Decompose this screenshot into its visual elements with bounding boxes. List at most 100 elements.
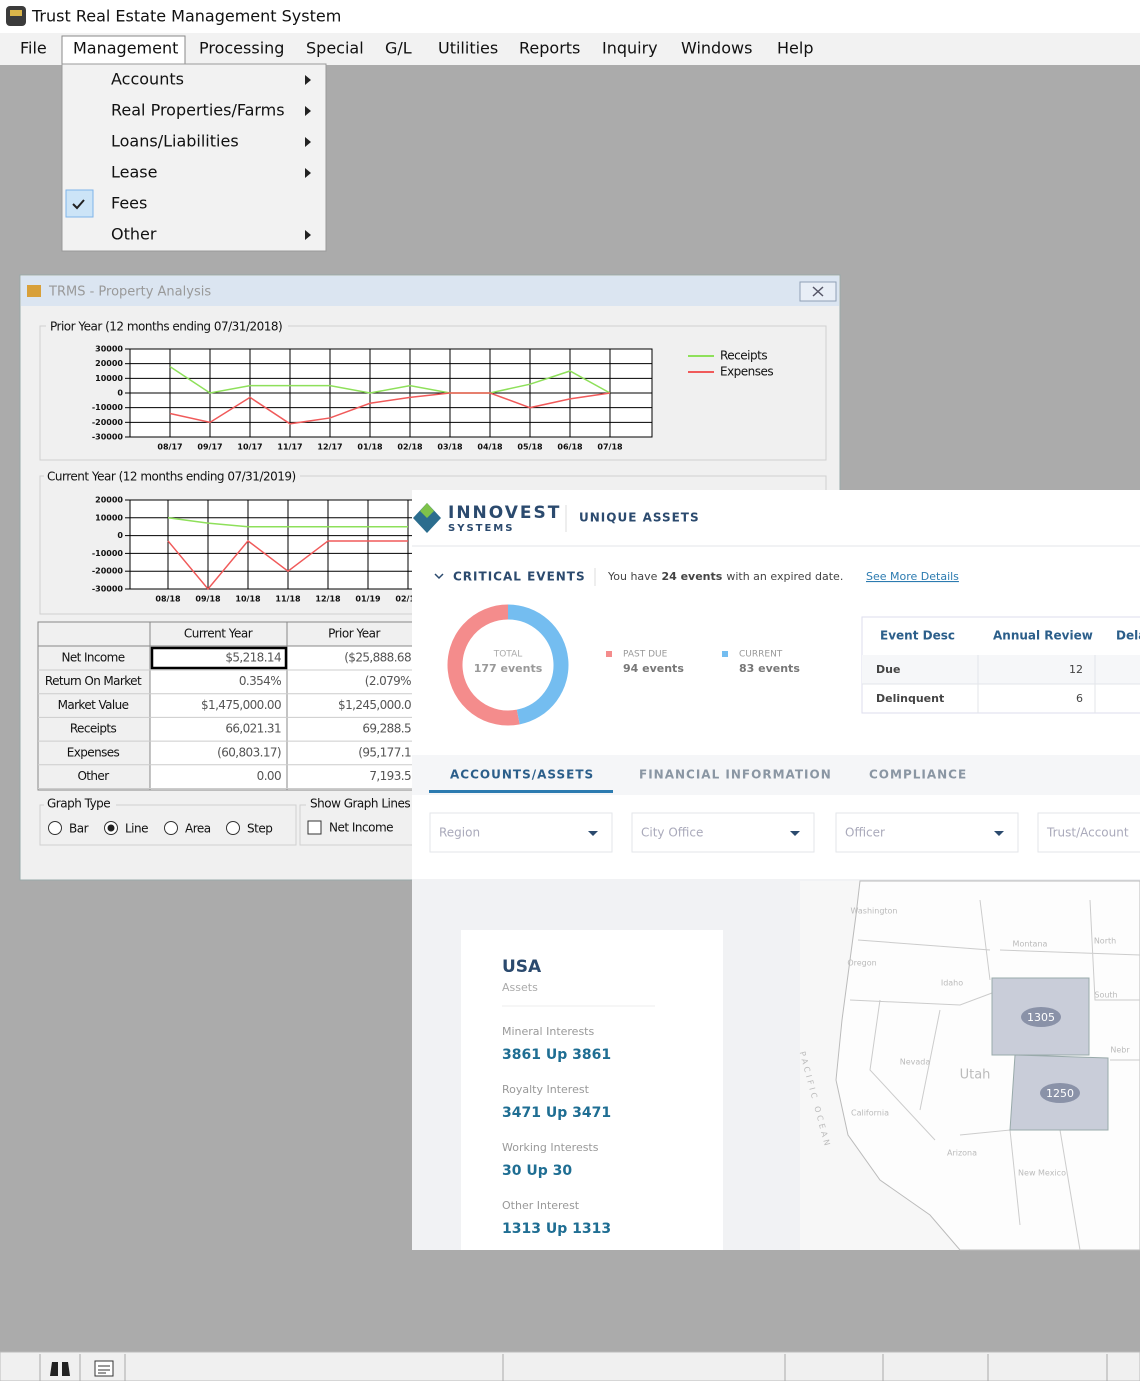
menu-item[interactable]: File bbox=[20, 39, 47, 58]
events-header: Dela bbox=[1116, 629, 1140, 643]
radio-button[interactable] bbox=[164, 821, 178, 835]
x-tick-label: 05/18 bbox=[517, 443, 543, 452]
x-tick-label: 04/18 bbox=[477, 443, 503, 452]
radio-button[interactable] bbox=[48, 821, 62, 835]
group-label: Prior Year (12 months ending 07/31/2018) bbox=[50, 320, 282, 334]
tab[interactable]: COMPLIANCE bbox=[869, 768, 967, 782]
cell-value: 66,021.31 bbox=[225, 722, 281, 736]
message-part: You have bbox=[607, 570, 658, 583]
series-line bbox=[169, 392, 611, 425]
tab-bar bbox=[412, 755, 1140, 795]
y-tick-label: -10000 bbox=[92, 403, 124, 412]
group-label-bg bbox=[306, 797, 416, 812]
document-lines bbox=[98, 1365, 110, 1374]
dropdown-item[interactable]: Real Properties/Farms bbox=[111, 101, 285, 120]
row-label: Net Income bbox=[61, 651, 124, 665]
x-tick-label: 06/18 bbox=[557, 443, 583, 452]
region-value: 1305 bbox=[1027, 1011, 1055, 1024]
menu-item[interactable]: Inquiry bbox=[602, 39, 658, 58]
legend-swatch bbox=[722, 651, 728, 657]
dropdown-item[interactable]: Fees bbox=[111, 194, 147, 213]
window-icon bbox=[27, 285, 41, 297]
y-tick-label: -20000 bbox=[92, 418, 124, 427]
dropdown-item[interactable]: Accounts bbox=[111, 70, 184, 89]
map-label: South bbox=[1094, 991, 1117, 1000]
y-tick-label: -30000 bbox=[92, 585, 124, 594]
menu-item[interactable]: Utilities bbox=[438, 39, 498, 58]
donut-center-label: 177 events bbox=[474, 662, 543, 675]
tab[interactable]: ACCOUNTS/ASSETS bbox=[450, 768, 594, 782]
menu-item[interactable]: Management bbox=[73, 39, 178, 58]
menu-item[interactable]: Windows bbox=[681, 39, 752, 58]
region-badge bbox=[1040, 1083, 1080, 1103]
column-header: Prior Year bbox=[328, 627, 380, 641]
x-tick-label: 11/18 bbox=[275, 595, 301, 604]
group-label: Graph Type bbox=[47, 797, 110, 811]
filter-label: Trust/Account bbox=[1046, 826, 1129, 840]
submenu-arrow bbox=[305, 75, 311, 85]
radio-label: Area bbox=[185, 822, 211, 836]
radio-button[interactable] bbox=[226, 821, 240, 835]
dropdown-item[interactable]: Other bbox=[111, 225, 157, 244]
cell-value: 7,193.5 bbox=[369, 769, 411, 783]
series-line bbox=[167, 539, 408, 591]
filter-dropdown[interactable] bbox=[1037, 812, 1140, 853]
row-label: Market Value bbox=[58, 698, 129, 712]
x-tick-label: 07/18 bbox=[597, 443, 623, 452]
x-tick-label: 03/18 bbox=[437, 443, 463, 452]
cell-value: 0.354% bbox=[239, 674, 281, 688]
filter-dropdown[interactable] bbox=[835, 812, 1019, 853]
cell-value: $1,475,000.00 bbox=[201, 698, 281, 712]
filter-label: Region bbox=[439, 826, 480, 840]
y-tick-label: -10000 bbox=[92, 549, 124, 558]
filter-dropdown[interactable] bbox=[429, 812, 613, 853]
map-label: New Mexico bbox=[1018, 1169, 1066, 1178]
menu-item[interactable]: G/L bbox=[385, 39, 412, 58]
section-title: UNIQUE ASSETS bbox=[579, 511, 700, 525]
menu-item[interactable]: Special bbox=[306, 39, 364, 58]
y-tick-label: -30000 bbox=[92, 433, 124, 442]
logo-accent bbox=[420, 503, 434, 518]
x-tick-label: 10/17 bbox=[237, 443, 262, 452]
x-tick-label: 09/18 bbox=[195, 595, 221, 604]
checkbox[interactable] bbox=[307, 820, 322, 835]
menu-item[interactable]: Processing bbox=[199, 39, 284, 58]
series-line bbox=[169, 365, 611, 394]
x-tick-label: 10/18 bbox=[235, 595, 261, 604]
filter-dropdown[interactable] bbox=[631, 812, 815, 853]
dropdown-arrow bbox=[994, 831, 1004, 836]
legend-label: Expenses bbox=[720, 365, 773, 379]
asset-label: Royalty Interest bbox=[502, 1083, 590, 1096]
menu-active bbox=[61, 35, 186, 67]
submenu-arrow bbox=[305, 137, 311, 147]
submenu-arrow bbox=[305, 106, 311, 116]
events-row-value: 6 bbox=[1076, 692, 1083, 705]
x-tick-label: 02/19 bbox=[395, 595, 421, 604]
map-label: North bbox=[1094, 937, 1116, 946]
checkbox-label: Net Income bbox=[329, 821, 393, 835]
menu-item[interactable]: Reports bbox=[519, 39, 580, 58]
asset-value: 3471 Up 3471 bbox=[502, 1105, 611, 1121]
details-link[interactable]: See More Details bbox=[866, 570, 959, 583]
menu-item[interactable]: Help bbox=[777, 39, 813, 58]
series-line bbox=[167, 517, 408, 528]
app-icon-detail bbox=[10, 10, 22, 16]
tab[interactable]: FINANCIAL INFORMATION bbox=[639, 768, 832, 782]
legend-label: PAST DUE bbox=[623, 650, 668, 660]
legend-label: CURRENT bbox=[739, 650, 783, 660]
cell-value: (2.079% bbox=[365, 674, 411, 688]
critical-title: CRITICAL EVENTS bbox=[453, 570, 586, 584]
dropdown-item[interactable]: Lease bbox=[111, 163, 157, 182]
dropdown-item[interactable]: Loans/Liabilities bbox=[111, 132, 239, 151]
tab-underline bbox=[429, 790, 613, 793]
y-tick-label: 20000 bbox=[95, 496, 123, 505]
card-subtitle: Assets bbox=[502, 981, 538, 994]
cell-value: ($25,888.68 bbox=[344, 651, 411, 665]
y-tick-label: 0 bbox=[117, 389, 123, 398]
brand-sub: SYSTEMS bbox=[448, 523, 514, 534]
menu-bar bbox=[0, 33, 1140, 65]
row-label: Return On Market bbox=[45, 674, 142, 688]
map-label: Arizona bbox=[947, 1149, 977, 1158]
asset-value: 1313 Up 1313 bbox=[502, 1221, 611, 1237]
